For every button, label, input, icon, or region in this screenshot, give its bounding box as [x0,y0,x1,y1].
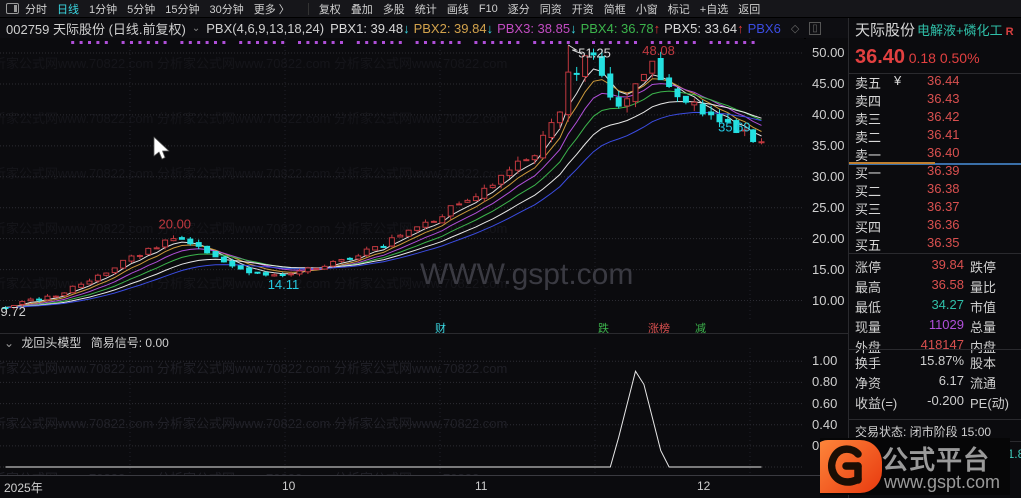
svg-text:35.69: 35.69 [718,120,751,135]
svg-text:分析家公式网www.70822.com 分析家公式网www.: 分析家公式网www.70822.com 分析家公式网www.70822.com … [0,361,507,376]
svg-text:分析家公式网www.70822.com 分析家公式网www.: 分析家公式网www.70822.com 分析家公式网www.70822.com … [0,111,507,126]
svg-text:48.08: 48.08 [642,43,675,58]
svg-text:分析家公式网www.70822.com 分析家公式网www.: 分析家公式网www.70822.com 分析家公式网www.70822.com … [0,56,507,71]
svg-text:分析家公式网www.70822.com 分析家公式网www.: 分析家公式网www.70822.com 分析家公式网www.70822.com … [0,166,507,181]
svg-text:分析家公式网www.70822.com 分析家公式网www.: 分析家公式网www.70822.com 分析家公式网www.70822.com … [0,221,507,236]
svg-text:20.00: 20.00 [159,217,192,232]
svg-text:分析家公式网www.70822.com 分析家公式网www.: 分析家公式网www.70822.com 分析家公式网www.70822.com … [0,416,507,431]
svg-text:9.72: 9.72 [1,304,26,319]
svg-text:14.11: 14.11 [268,277,300,292]
svg-text:51.25: 51.25 [578,45,611,60]
svg-text:WWW.gspt.com: WWW.gspt.com [420,258,633,291]
